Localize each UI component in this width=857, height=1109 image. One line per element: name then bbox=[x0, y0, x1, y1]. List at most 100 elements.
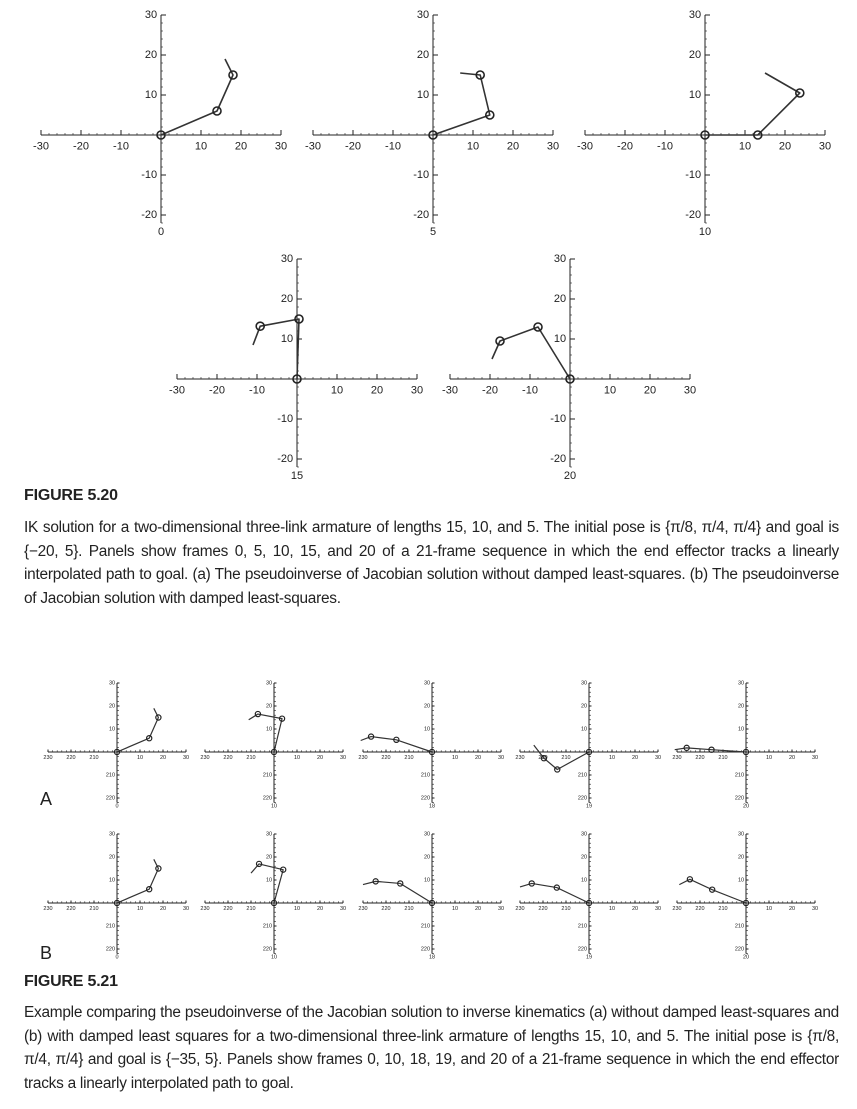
y-tick-label: 20 bbox=[424, 703, 430, 709]
x-tick-label: 20 bbox=[507, 140, 519, 152]
frame-label: 0 bbox=[158, 226, 164, 238]
armature bbox=[116, 708, 159, 753]
y-tick-label: 20 bbox=[738, 703, 744, 709]
y-tick-label: 220 bbox=[578, 946, 587, 952]
x-tick-label: 20 bbox=[317, 755, 323, 761]
y-tick-label: 20 bbox=[424, 854, 430, 860]
y-tick-label: 30 bbox=[424, 831, 430, 837]
y-tick-label: 210 bbox=[263, 923, 272, 929]
y-tick-label: 20 bbox=[554, 293, 566, 305]
x-tick-label: 230 bbox=[358, 906, 367, 912]
x-tick-label: -10 bbox=[522, 384, 538, 396]
y-tick-label: 220 bbox=[735, 946, 744, 952]
y-tick-label: 210 bbox=[735, 923, 744, 929]
y-tick-label: 30 bbox=[417, 9, 429, 21]
joint bbox=[255, 321, 266, 332]
y-tick-label: 20 bbox=[689, 49, 701, 61]
x-tick-label: -20 bbox=[209, 384, 225, 396]
x-tick-label: 10 bbox=[137, 755, 143, 761]
y-tick-label: 10 bbox=[424, 877, 430, 883]
joint bbox=[294, 314, 304, 324]
figure-label: FIGURE 5.21 bbox=[24, 973, 118, 990]
joint bbox=[270, 748, 278, 756]
y-tick-label: 210 bbox=[735, 772, 744, 778]
x-tick-label: 10 bbox=[766, 755, 772, 761]
y-tick-label: 220 bbox=[421, 946, 430, 952]
y-tick-label: 20 bbox=[145, 49, 157, 61]
frame-label: 15 bbox=[291, 470, 303, 482]
armature bbox=[705, 72, 801, 136]
y-tick-label: 30 bbox=[281, 253, 293, 265]
joint bbox=[554, 766, 561, 773]
figure-caption: Example comparing the pseudoinverse of t… bbox=[24, 1004, 840, 1092]
x-tick-label: -10 bbox=[249, 384, 265, 396]
figure-caption: IK solution for a two-dimensional three-… bbox=[24, 519, 839, 607]
joint bbox=[495, 336, 505, 346]
frame-label: 19 bbox=[586, 954, 592, 960]
figure-label: FIGURE 5.20 bbox=[24, 487, 118, 504]
y-tick-label: 10 bbox=[738, 877, 744, 883]
joint bbox=[372, 878, 379, 885]
joint bbox=[708, 746, 715, 753]
joint bbox=[484, 110, 495, 120]
y-tick-label: 220 bbox=[263, 795, 272, 801]
y-tick-label: 20 bbox=[109, 854, 115, 860]
x-tick-label: 230 bbox=[515, 755, 524, 761]
joint bbox=[393, 736, 400, 744]
x-tick-label: -30 bbox=[169, 384, 185, 396]
x-tick-label: -10 bbox=[385, 140, 401, 152]
frame-label: 10 bbox=[699, 226, 711, 238]
y-tick-label: -20 bbox=[550, 453, 566, 465]
y-tick-label: 210 bbox=[106, 923, 115, 929]
armature bbox=[491, 326, 571, 380]
joint bbox=[742, 748, 750, 756]
frame-label: 5 bbox=[430, 226, 436, 238]
joint bbox=[428, 130, 438, 140]
y-tick-label: 210 bbox=[421, 772, 430, 778]
y-tick-label: 20 bbox=[417, 49, 429, 61]
joint bbox=[585, 899, 593, 907]
x-tick-label: 220 bbox=[66, 906, 75, 912]
y-tick-label: 10 bbox=[738, 726, 744, 732]
y-tick-label: -10 bbox=[141, 169, 157, 181]
joint bbox=[540, 755, 548, 762]
joint bbox=[742, 899, 750, 907]
y-tick-label: 30 bbox=[581, 831, 587, 837]
y-tick-label: 30 bbox=[266, 831, 272, 837]
y-tick-label: -10 bbox=[413, 169, 429, 181]
armature bbox=[533, 744, 590, 771]
x-tick-label: 20 bbox=[371, 384, 383, 396]
row-label: B bbox=[40, 943, 53, 963]
x-tick-label: 210 bbox=[718, 755, 727, 761]
y-tick-label: 220 bbox=[263, 946, 272, 952]
joint bbox=[145, 886, 153, 893]
x-tick-label: 10 bbox=[294, 906, 300, 912]
x-tick-label: 10 bbox=[137, 906, 143, 912]
y-tick-label: 20 bbox=[738, 854, 744, 860]
y-tick-label: 220 bbox=[106, 946, 115, 952]
x-tick-label: 210 bbox=[404, 906, 413, 912]
joint bbox=[255, 860, 263, 868]
y-tick-label: 20 bbox=[266, 854, 272, 860]
x-tick-label: 230 bbox=[672, 906, 681, 912]
x-tick-label: 30 bbox=[498, 755, 504, 761]
x-tick-label: 10 bbox=[739, 140, 751, 152]
x-tick-label: 30 bbox=[819, 140, 831, 152]
y-tick-label: 10 bbox=[417, 89, 429, 101]
y-tick-label: -10 bbox=[550, 413, 566, 425]
x-tick-label: 210 bbox=[89, 906, 98, 912]
frame-label: 10 bbox=[271, 803, 277, 809]
frame-label: 0 bbox=[115, 803, 118, 809]
frame-label: 19 bbox=[586, 803, 592, 809]
y-tick-label: 30 bbox=[738, 831, 744, 837]
x-tick-label: 20 bbox=[160, 906, 166, 912]
y-tick-label: 30 bbox=[145, 9, 157, 21]
y-tick-label: 30 bbox=[109, 680, 115, 686]
x-tick-label: 30 bbox=[498, 906, 504, 912]
y-tick-label: 10 bbox=[581, 877, 587, 883]
x-tick-label: 230 bbox=[200, 755, 209, 761]
y-tick-label: 10 bbox=[281, 333, 293, 345]
x-tick-label: 30 bbox=[655, 906, 661, 912]
y-tick-label: -10 bbox=[277, 413, 293, 425]
joint bbox=[113, 748, 121, 756]
